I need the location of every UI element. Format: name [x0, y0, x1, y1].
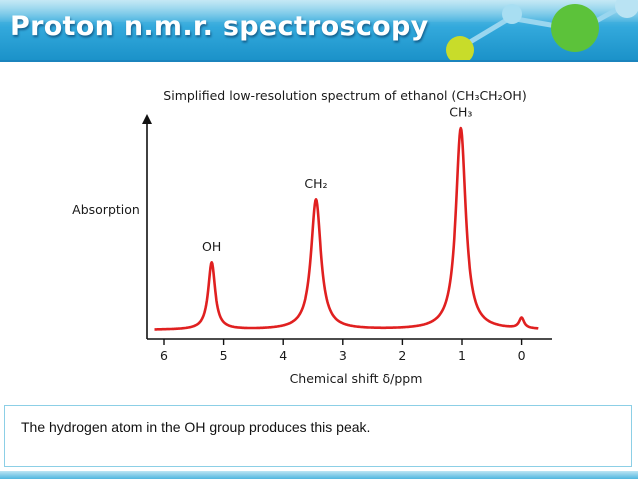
x-tick-label: 0: [518, 348, 526, 363]
peak-label: CH₂: [304, 176, 327, 191]
x-axis-label: Chemical shift δ/ppm: [290, 371, 423, 386]
y-axis-label: Absorption: [72, 202, 140, 217]
green-ball: [551, 4, 599, 52]
yellow-ball: [446, 36, 474, 60]
spectrum-line: [153, 126, 539, 331]
x-tick-label: 4: [279, 348, 287, 363]
pale-ball: [615, 0, 638, 18]
chart-title: Simplified low-resolution spectrum of et…: [163, 88, 526, 103]
peak-labels: OH CH₂ CH₃: [202, 104, 472, 253]
caption-box: The hydrogen atom in the OH group produc…: [4, 405, 632, 467]
nmr-spectrum-chart: Simplified low-resolution spectrum of et…: [72, 88, 552, 386]
caption-text: The hydrogen atom in the OH group produc…: [21, 419, 371, 435]
bottom-strip: [0, 471, 638, 479]
x-tick-label: 6: [160, 348, 168, 363]
x-tick-label: 1: [458, 348, 466, 363]
banner-underline: [0, 60, 638, 62]
x-tick-label: 5: [220, 348, 228, 363]
banner-gloss: [0, 0, 638, 22]
axes: [142, 114, 552, 340]
slide-title: Proton n.m.r. spectroscopy: [10, 11, 429, 42]
molecule-decoration: [446, 0, 638, 60]
title-banner: Proton n.m.r. spectroscopy: [0, 0, 638, 60]
x-ticks: 6 5 4 3 2 1 0: [160, 339, 526, 363]
blue-ball: [502, 4, 522, 24]
x-tick-label: 2: [398, 348, 406, 363]
peak-label: OH: [202, 239, 221, 254]
peak-label: CH₃: [449, 104, 472, 119]
x-tick-label: 3: [339, 348, 347, 363]
y-axis-arrow: [142, 114, 152, 124]
